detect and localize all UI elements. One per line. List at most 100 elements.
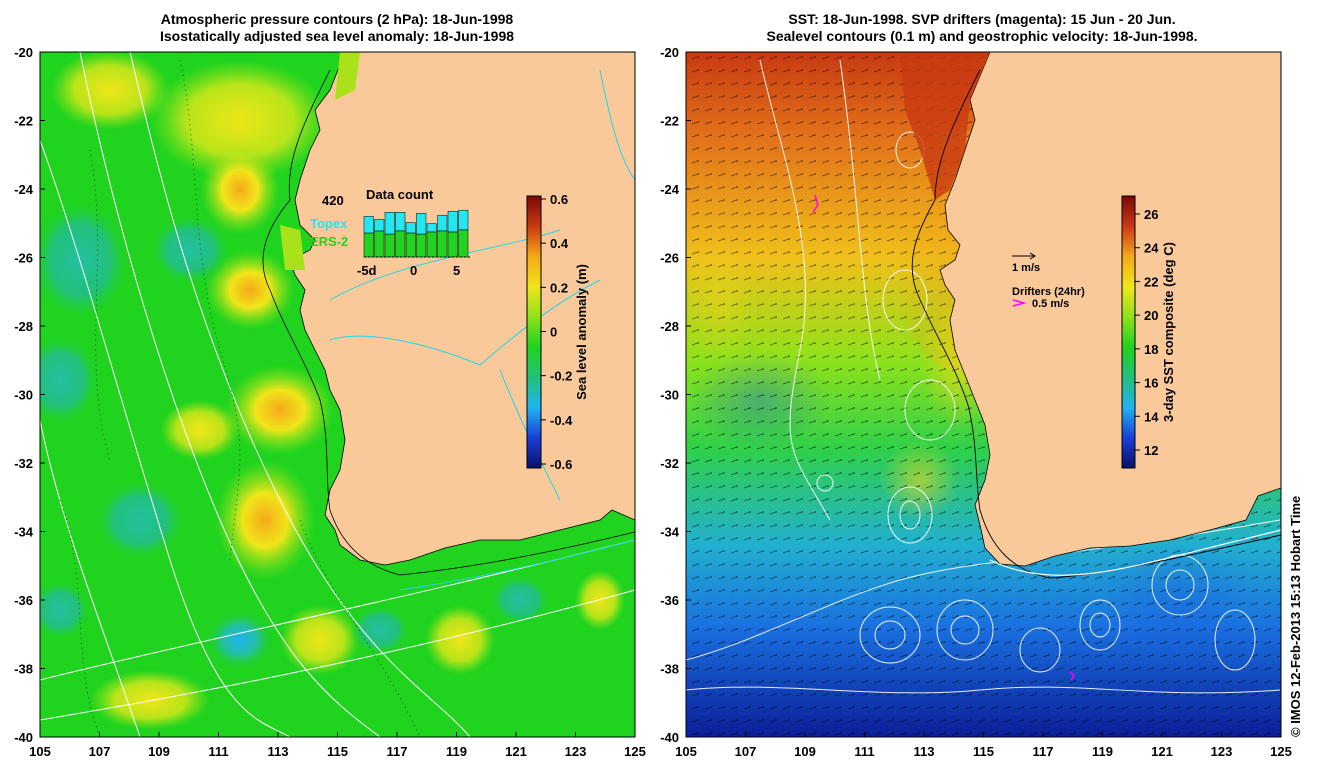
sla-colorbar-tick-label: 0: [550, 325, 557, 340]
right-lat-label: -30: [660, 388, 679, 403]
right-lat-label: -38: [660, 662, 679, 677]
right-lat-label: -34: [660, 525, 680, 540]
sst-colorbar-tick-label: 22: [1144, 274, 1158, 289]
left-title-line2: Isostatically adjusted sea level anomaly…: [160, 28, 514, 44]
left-lat-label: -34: [14, 525, 34, 540]
left-map: [40, 52, 635, 737]
sst-colorbar-tick-label: 26: [1144, 207, 1158, 222]
left-lon-label: 117: [387, 744, 408, 759]
data-count-xlabel-start: -5d: [357, 263, 377, 278]
right-lat-label: -36: [660, 593, 679, 608]
right-lon-label: 119: [1092, 744, 1113, 759]
sla-colorbar-scale: [526, 195, 542, 469]
right-title-line1: SST: 18-Jun-1998. SVP drifters (magenta)…: [788, 11, 1175, 27]
ers2-count-bar: [458, 229, 469, 258]
topex-count-bar: [437, 215, 448, 232]
ers2-count-bar: [447, 231, 458, 258]
velocity-scale-label: 1 m/s: [1012, 262, 1040, 274]
data-count-title: Data count: [366, 187, 434, 202]
left-lon-label: 115: [327, 744, 348, 759]
velocity-legend: 1 m/s Drifters (24hr) 0.5 m/s: [1012, 252, 1085, 310]
topex-count-bar: [416, 213, 427, 235]
right-lon-label: 123: [1211, 744, 1233, 759]
sla-colorbar-tick-label: -0.6: [550, 457, 572, 472]
sst-colorbar-ticks: 26 24 22 20 18 16 14 12: [1134, 207, 1159, 458]
sealevel-contours: [686, 59, 1281, 694]
ers2-count-bar: [384, 233, 395, 258]
ers2-count-bar: [405, 232, 416, 258]
sst-colorbar-tick-label: 24: [1144, 241, 1159, 256]
left-lon-label: 119: [446, 744, 467, 759]
right-title-line2: Sealevel contours (0.1 m) and geostrophi…: [766, 28, 1197, 44]
topex-count-bar: [384, 212, 395, 235]
sla-colorbar-ticks: 0.6 0.4 0.2 0 -0.2 -0.4 -0.6: [540, 192, 573, 472]
ers2-count-bar: [374, 230, 385, 258]
drifter-tracks: [812, 194, 1075, 681]
right-lon-label: 107: [735, 744, 757, 759]
right-colorbar: 26 24 22 20 18 16 14 12 3-day SST composite (de…: [1121, 195, 1176, 469]
left-axes: 105 107 109 111 113 115 117 119 121 123 125 -20 -22 -…: [14, 45, 646, 759]
sst-colorbar-label: 3-day SST composite (deg C): [1161, 242, 1176, 422]
topex-count-bar: [363, 216, 374, 234]
leeuwin-current-contour: [989, 529, 1281, 576]
ers2-count-bar: [426, 231, 437, 258]
left-title-line1: Atmospheric pressure contours (2 hPa): 1…: [161, 11, 514, 27]
left-lon-label: 107: [89, 744, 111, 759]
left-lat-label: -22: [14, 114, 33, 129]
right-lon-label: 111: [854, 744, 874, 759]
left-lon-label: 125: [624, 744, 646, 759]
sla-zero-contours: [59, 59, 421, 737]
drifter-track-south: [1069, 671, 1075, 681]
left-lat-label: -30: [14, 388, 33, 403]
topex-count-bar: [458, 209, 469, 231]
data-count-inset: Data count 420 Topex ERS-2 -5d 0 5: [310, 187, 470, 278]
credit-line: © IMOS 12-Feb-2013 15:13 Hobart Time: [1288, 496, 1303, 737]
drifter-scale-mark: [1012, 299, 1027, 307]
data-count-xlabel-mid: 0: [410, 263, 417, 278]
left-lon-label: 111: [208, 744, 228, 759]
left-shelf-line: [262, 69, 635, 576]
right-lon-label: 109: [794, 744, 816, 759]
left-lat-label: -32: [14, 456, 33, 471]
right-axes: 105 107 109 111 113 115 117 119 121 123 125 -20 -22 -…: [660, 45, 1292, 759]
sst-colorbar-tick-label: 12: [1144, 443, 1158, 458]
ers2-count-bar: [416, 233, 427, 258]
left-colorbar: 0.6 0.4 0.2 0 -0.2 -0.4 -0.6 Sea level anomaly…: [526, 192, 589, 472]
left-lat-label: -26: [14, 251, 33, 266]
left-lat-label: -40: [14, 730, 33, 745]
left-lat-label: -24: [14, 182, 34, 197]
left-lon-label: 105: [29, 744, 51, 759]
drifters-label: Drifters (24hr): [1012, 286, 1085, 298]
left-lon-label: 113: [268, 744, 289, 759]
right-lat-label: -24: [660, 182, 680, 197]
right-lat-label: -32: [660, 456, 679, 471]
sst-colorbar-tick-label: 20: [1144, 308, 1158, 323]
left-lat-label: -28: [14, 319, 33, 334]
sla-colorbar-tick-label: 0.6: [550, 192, 568, 207]
right-lon-label: 105: [675, 744, 697, 759]
sst-colorbar-tick-label: 14: [1144, 409, 1159, 424]
sst-colorbar-scale: [1121, 195, 1136, 469]
right-warm-coastal-band: [900, 52, 990, 200]
left-lon-label: 109: [148, 744, 170, 759]
sst-colorbar-tick-label: 18: [1144, 342, 1158, 357]
sla-colorbar-tick-label: 0.4: [550, 236, 569, 251]
left-lon-label: 121: [505, 744, 527, 759]
right-shelf-line: [911, 69, 1281, 579]
sla-field: [40, 52, 625, 730]
right-lat-label: -28: [660, 319, 679, 334]
right-land-australia: [939, 52, 1281, 567]
drifter-scale-label: 0.5 m/s: [1032, 298, 1069, 310]
right-lon-label: 117: [1033, 744, 1054, 759]
left-lat-label: -36: [14, 593, 33, 608]
ers2-count-bar: [395, 230, 406, 258]
right-lon-label: 113: [914, 744, 935, 759]
left-land-australia: [289, 52, 635, 566]
legend-topex: Topex: [310, 216, 348, 231]
topex-count-bar: [395, 212, 406, 232]
left-island-fringe: [280, 52, 360, 270]
right-lat-label: -40: [660, 730, 679, 745]
left-lat-label: -20: [14, 45, 33, 60]
right-lat-label: -22: [660, 114, 679, 129]
